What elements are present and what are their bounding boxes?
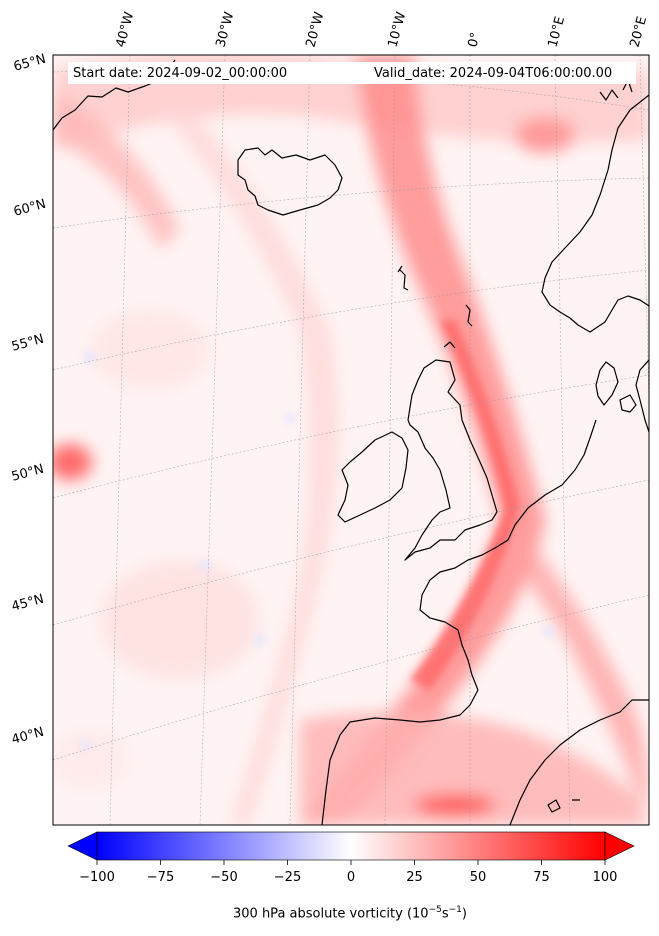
- gridline-lon-20w: [289, 55, 311, 825]
- vorticity-nw-band: [53, 90, 180, 250]
- vorticity-east-arc: [505, 530, 649, 800]
- colorbar-tick-label: 75: [533, 870, 550, 885]
- header-box: [68, 62, 636, 84]
- coast-denmark: [595, 361, 637, 413]
- colorbar-tick-label: −100: [79, 870, 115, 885]
- coast-iceland: [237, 147, 343, 216]
- coast-ireland: [337, 431, 409, 523]
- gridline-lon-20e: [639, 55, 649, 414]
- colorbar-body: [96, 831, 606, 861]
- vorticity-field: [53, 55, 649, 825]
- vorticity-low-core: [53, 444, 92, 480]
- gridline-lat-55: [53, 269, 649, 371]
- colorbar-tick-marks: [96, 860, 606, 865]
- colorbar-label-exponent-1: −5: [428, 905, 442, 915]
- colorbar-extend-min: [67, 831, 98, 861]
- coastlines: [53, 59, 649, 825]
- gridline-lon-40w: [109, 55, 131, 825]
- colorbar-label-exponent-2: −1: [448, 905, 462, 915]
- colorbar-tick-label: 0: [346, 870, 356, 885]
- gridline-lat-50: [53, 374, 649, 499]
- coast-netherlands-germany: [507, 419, 597, 541]
- vorticity-jet-core: [410, 320, 520, 690]
- coast-orkney: [443, 341, 456, 349]
- coast-sweden: [635, 359, 649, 433]
- colorbar-extend-max: [604, 831, 635, 861]
- colorbar-tick-label: 100: [592, 870, 618, 885]
- colorbar: [67, 831, 635, 865]
- colorbar-label-suffix: ): [461, 906, 467, 922]
- valid-date-label: Valid_date: 2024-09-04T06:00:00.00: [374, 66, 613, 81]
- vorticity-west-arc: [160, 100, 338, 825]
- start-date-label: Start date: 2024-09-02_00:00:00: [73, 66, 288, 81]
- coast-norway: [541, 94, 649, 333]
- map-panel: [53, 55, 649, 825]
- vorticity-bay-max: [415, 795, 495, 815]
- gridline-lon-30w: [199, 55, 226, 825]
- gridline-lat-40: [53, 594, 649, 761]
- gridline-lon-10e: [554, 55, 571, 825]
- gridline-lat-45: [53, 479, 649, 626]
- colorbar-label-unit: s: [441, 906, 449, 922]
- gridline-lon-10w: [384, 55, 396, 825]
- coast-corsica: [547, 799, 580, 813]
- colorbar-tick-label: −50: [210, 870, 238, 885]
- colorbar-tick-label: 50: [469, 870, 487, 885]
- map-frame: [52, 54, 650, 826]
- colorbar-label: 300 hPa absolute vorticity (10−5s−1): [0, 905, 659, 921]
- colorbar-tick-label: 25: [406, 870, 423, 885]
- coast-mediterranean: [509, 699, 649, 825]
- coast-faroes: [397, 265, 409, 291]
- vorticity-iberia: [300, 712, 649, 825]
- coast-england: [404, 419, 498, 561]
- coast-bay-of-biscay: [321, 689, 479, 825]
- colorbar-label-prefix: 300 hPa absolute vorticity (10: [233, 906, 429, 922]
- vorticity-north-sea-max: [515, 117, 575, 153]
- colorbar-tick-label: −25: [273, 870, 302, 885]
- vorticity-jet-streak: [300, 55, 545, 825]
- colorbar-tick-label: −75: [146, 870, 175, 885]
- coast-scotland: [407, 359, 498, 513]
- coast-france-north: [419, 539, 509, 691]
- coast-shetland: [465, 304, 473, 327]
